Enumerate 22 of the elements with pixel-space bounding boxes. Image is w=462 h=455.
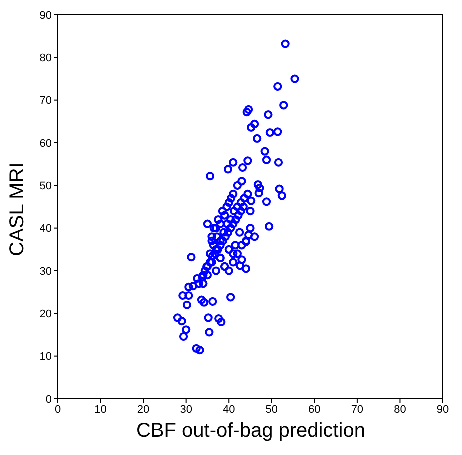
- x-tick-label: 30: [180, 404, 192, 416]
- x-tick-label: 80: [394, 404, 406, 416]
- y-tick-label: 20: [40, 308, 52, 321]
- y-tick-label: 80: [40, 52, 52, 65]
- x-tick-label: 0: [54, 404, 62, 416]
- x-tick-label: 40: [222, 404, 236, 416]
- x-tick-label: 60: [308, 404, 321, 416]
- y-tick-label: 10: [40, 351, 52, 364]
- x-tick-label: 20: [137, 404, 150, 416]
- y-tick-label: 60: [40, 138, 52, 150]
- y-tick-label: 40: [40, 223, 52, 236]
- y-tick-label: 0: [46, 394, 52, 406]
- y-axis-title: CASL MRI: [6, 162, 30, 258]
- y-tick-label: 30: [40, 266, 52, 278]
- x-tick-label: 10: [94, 404, 107, 416]
- x-axis-title: CBF out-of-bag prediction: [135, 420, 366, 443]
- y-tick-label: 70: [40, 95, 52, 108]
- y-tick-label: 90: [40, 10, 52, 22]
- x-tick-label: 50: [266, 404, 278, 416]
- x-tick-label: 70: [351, 404, 364, 416]
- x-tick-label: 90: [436, 404, 450, 416]
- y-tick-label: 50: [40, 180, 52, 193]
